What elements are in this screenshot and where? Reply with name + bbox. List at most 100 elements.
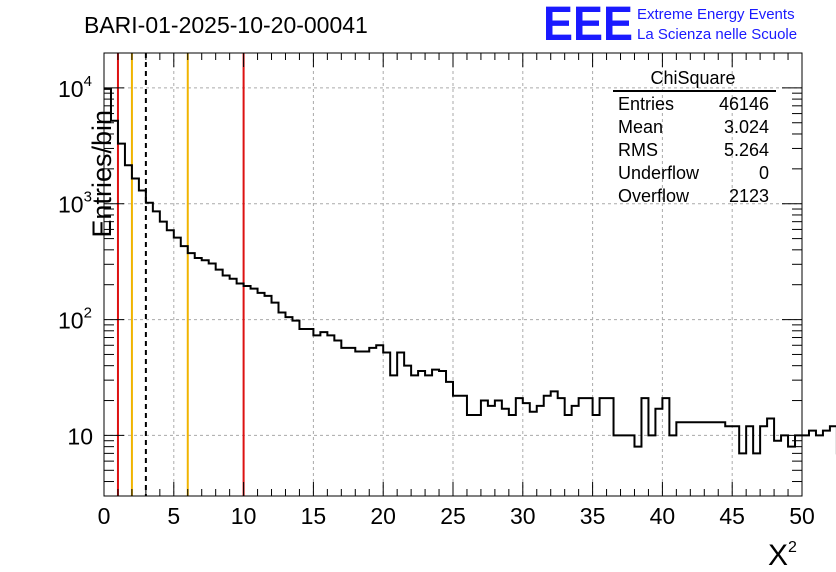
eee-logo-line2: La Scienza nelle Scuole bbox=[637, 26, 797, 43]
histogram-line bbox=[104, 87, 836, 455]
y-tick-label-base: 10 bbox=[58, 192, 84, 218]
histogram-bin bbox=[272, 303, 279, 496]
stats-row-label: Overflow bbox=[618, 186, 690, 206]
histogram-bin bbox=[474, 415, 481, 496]
x-tick-label: 45 bbox=[719, 503, 745, 529]
histogram-bin bbox=[306, 329, 313, 496]
stats-rows: Entries 46146 Mean 3.024 RMS 5.264 Underflow 0 O… bbox=[618, 94, 769, 206]
histogram-bin bbox=[453, 396, 460, 496]
histogram-bin bbox=[376, 345, 383, 496]
histogram-bin bbox=[390, 375, 397, 496]
histogram-bin bbox=[621, 435, 628, 496]
histogram-bin bbox=[467, 415, 474, 496]
histogram-bin bbox=[697, 422, 704, 496]
y-tick-label: 104 bbox=[58, 73, 92, 102]
histogram-bin bbox=[593, 415, 600, 496]
histogram-bin bbox=[132, 179, 139, 496]
histogram-bin bbox=[579, 398, 586, 496]
histogram-bin bbox=[362, 352, 369, 496]
histogram-bin bbox=[753, 453, 760, 496]
histogram-bin bbox=[202, 260, 209, 496]
stats-box: ChiSquare Entries 46146 Mean 3.024 RMS 5.264 U… bbox=[613, 68, 776, 206]
histogram-bin bbox=[341, 348, 348, 496]
histogram-bin bbox=[369, 348, 376, 496]
histogram-bin bbox=[683, 422, 690, 496]
histogram-bin bbox=[397, 352, 404, 496]
histogram-bin bbox=[795, 435, 802, 496]
histogram-bin bbox=[802, 435, 809, 496]
x-tick-label: 15 bbox=[301, 503, 327, 529]
stats-row-label: Entries bbox=[618, 94, 674, 114]
y-tick-label-base: 10 bbox=[58, 308, 84, 334]
histogram-bin bbox=[523, 403, 530, 496]
histogram-bin bbox=[299, 329, 306, 496]
x-tick-label: 20 bbox=[370, 503, 396, 529]
x-tick-label: 25 bbox=[440, 503, 466, 529]
histogram-bin bbox=[572, 406, 579, 496]
histogram-bin bbox=[718, 422, 725, 496]
histogram-bin bbox=[251, 289, 258, 496]
histogram-bin bbox=[292, 321, 299, 496]
stats-row-label: RMS bbox=[618, 140, 658, 160]
x-axis-label-base: X bbox=[768, 539, 788, 572]
stats-title: ChiSquare bbox=[650, 68, 735, 88]
x-tick-label: 40 bbox=[650, 503, 676, 529]
histogram-bin bbox=[411, 375, 418, 496]
y-tick-label-exp: 4 bbox=[84, 73, 92, 90]
eee-logo-line1: Extreme Energy Events bbox=[637, 6, 795, 23]
histogram-bin bbox=[223, 276, 230, 496]
histogram-bin bbox=[195, 258, 202, 496]
stats-row-value: 5.264 bbox=[724, 140, 769, 160]
histogram-bin bbox=[669, 435, 676, 496]
histogram-bin bbox=[558, 398, 565, 496]
histogram-series bbox=[104, 87, 836, 496]
histogram-bin bbox=[634, 447, 641, 496]
histogram-bin bbox=[244, 286, 251, 496]
x-tick-label: 10 bbox=[231, 503, 257, 529]
histogram-bin bbox=[537, 406, 544, 496]
x-axis-label: X2 bbox=[768, 539, 797, 572]
stats-row-value: 2123 bbox=[729, 186, 769, 206]
y-tick-label-exp: 3 bbox=[84, 189, 92, 206]
x-tick-label: 50 bbox=[789, 503, 815, 529]
stats-row-value: 3.024 bbox=[724, 117, 769, 137]
stats-row-label: Underflow bbox=[618, 163, 700, 183]
histogram-bin bbox=[160, 222, 167, 496]
eee-logo: EEE Extreme Energy Events La Scienza nel… bbox=[543, 0, 797, 51]
histogram-bin bbox=[279, 313, 286, 496]
histogram-bin bbox=[181, 246, 188, 496]
histogram-bin bbox=[774, 441, 781, 496]
x-tick-label: 35 bbox=[580, 503, 606, 529]
histogram-bin bbox=[153, 211, 160, 496]
histogram-bin bbox=[746, 426, 753, 496]
histogram-bin bbox=[690, 422, 697, 496]
x-tick-label: 30 bbox=[510, 503, 536, 529]
histogram-bin bbox=[265, 296, 272, 496]
histogram-bin bbox=[788, 447, 795, 496]
histogram-bin bbox=[767, 418, 774, 496]
histogram-bin bbox=[816, 435, 823, 496]
histogram-bin bbox=[704, 422, 711, 496]
histogram-bin bbox=[481, 401, 488, 496]
eee-logo-mark: EEE bbox=[543, 0, 633, 51]
histogram-bin bbox=[739, 453, 746, 496]
x-tick-label: 0 bbox=[98, 503, 111, 529]
histogram-bin bbox=[662, 398, 669, 496]
histogram-bin bbox=[781, 435, 788, 496]
histogram-bin bbox=[237, 283, 244, 496]
histogram-bin bbox=[174, 238, 181, 496]
histogram-bin bbox=[285, 317, 292, 496]
histogram-bin bbox=[628, 435, 635, 496]
histogram-bin bbox=[139, 191, 146, 496]
histogram-bin bbox=[607, 398, 614, 496]
histogram-bin bbox=[167, 230, 174, 496]
histogram-bin bbox=[125, 165, 132, 496]
histogram-bin bbox=[516, 398, 523, 496]
histogram-bin bbox=[383, 352, 390, 496]
histogram-bin bbox=[258, 293, 265, 496]
x-axis-ticks: 0 5 10 15 20 25 30 35 40 45 50 bbox=[98, 53, 815, 529]
y-tick-label-exp: 2 bbox=[84, 305, 92, 322]
histogram-bin bbox=[355, 352, 362, 496]
histogram-bin bbox=[188, 253, 195, 496]
